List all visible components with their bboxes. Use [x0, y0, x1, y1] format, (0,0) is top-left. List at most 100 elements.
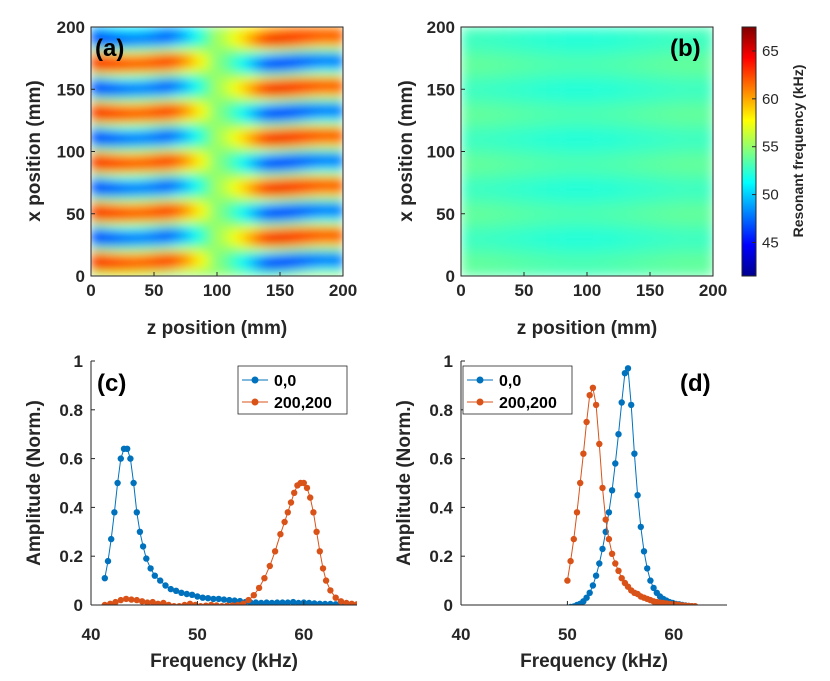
heatmap-a-cell [292, 76, 299, 83]
heatmap-b-cell [576, 161, 583, 168]
heatmap-a-cell [201, 36, 208, 43]
heatmap-b-cell [627, 246, 633, 252]
heatmap-b-cell [516, 86, 523, 93]
heatmap-b-cell [476, 116, 482, 123]
heatmap-a-cell [312, 101, 319, 108]
heatmap-b-cell [657, 71, 664, 78]
heatmap-b-cell [531, 46, 538, 53]
heatmap-b-cell [521, 241, 528, 247]
heatmap-b-cell [556, 191, 563, 197]
heatmap-b-cell [571, 206, 578, 212]
heatmap-b-cell [692, 171, 699, 177]
heatmap-a-cell [116, 226, 122, 232]
heatmap-b-cell [617, 256, 623, 262]
heatmap-b-cell [617, 216, 623, 222]
heatmap-b-cell [541, 31, 548, 38]
heatmap-b-cell [536, 236, 543, 242]
heatmap-a-cell [252, 101, 258, 108]
heatmap-b-cell [546, 186, 553, 192]
heatmap-b-cell [511, 196, 518, 202]
heatmap-a-cell [136, 141, 142, 148]
heatmap-b-cell [581, 121, 588, 128]
heatmap-b-cell [627, 176, 633, 182]
heatmap-a-cell [191, 156, 198, 163]
heatmap-b-cell [491, 51, 497, 58]
heatmap-a-cell [206, 27, 213, 33]
heatmap-a-cell [217, 71, 223, 78]
heatmap-b-cell [576, 191, 583, 197]
heatmap-a-cell [186, 61, 193, 68]
heatmap-b-cell [521, 51, 528, 58]
heatmap-a-cell [186, 36, 193, 43]
heatmap-b-cell [677, 216, 684, 222]
heatmap-a-cell [292, 106, 299, 113]
heatmap-b-cell [576, 246, 583, 252]
heatmap-b-cell [667, 226, 674, 232]
heatmap-a-cell [96, 56, 102, 63]
heatmap-a-cell [206, 76, 213, 83]
heatmap-b-cell [692, 226, 699, 232]
heatmap-a-cell [242, 211, 248, 217]
heatmap-a-cell [176, 166, 183, 173]
heatmap-b-cell [471, 191, 477, 197]
heatmap-a-cell [297, 251, 304, 257]
heatmap-b-cell [587, 111, 593, 118]
heatmap-a-cell [111, 61, 117, 68]
heatmap-a-cell [227, 256, 233, 262]
heatmap-b-cell [702, 236, 709, 242]
heatmap-a-cell [292, 166, 299, 173]
heatmap-a-cell [317, 101, 324, 108]
heatmap-a-cell [166, 201, 173, 207]
heatmap-b-cell [692, 96, 699, 103]
heatmap-b-cell [526, 111, 533, 118]
heatmap-a-cell [242, 71, 248, 78]
heatmap-b-cell [511, 236, 518, 242]
heatmap-a-cell [297, 66, 304, 73]
heatmap-b-cell [697, 111, 704, 118]
heatmap-a-cell [332, 141, 339, 148]
heatmap-a-cell [146, 191, 153, 197]
heatmap-b-cell [546, 201, 553, 207]
heatmap-b-cell [526, 41, 533, 48]
heatmap-a-cell [217, 141, 223, 148]
heatmap-a-cell [206, 56, 213, 63]
heatmap-a-cell [91, 186, 97, 192]
heatmap-b-cell [692, 31, 699, 38]
heatmap-b-cell [677, 156, 684, 163]
heatmap-b-cell [521, 191, 528, 197]
heatmap-a-cell [327, 51, 334, 58]
heatmap-a-cell [242, 46, 248, 53]
heatmap-b-cell [501, 101, 507, 108]
heatmap-a-cell [151, 131, 158, 138]
heatmap-a-cell [252, 241, 258, 247]
heatmap-b-cell [581, 236, 588, 242]
heatmap-b-cell [486, 266, 492, 272]
heatmap-a-cell [302, 176, 309, 182]
heatmap-b-cell [617, 106, 623, 113]
heatmap-a-cell [131, 161, 137, 168]
heatmap-b-cell [541, 166, 548, 173]
heatmap-a-cell [332, 256, 339, 262]
heatmap-a-cell [141, 111, 148, 118]
heatmap-a-cell [247, 231, 253, 237]
heatmap-a-cell [156, 201, 163, 207]
heatmap-a-cell [161, 166, 168, 173]
heatmap-a-cell [151, 191, 158, 197]
heatmap-b-cell [566, 126, 573, 133]
heatmap-a-cell [161, 256, 168, 262]
heatmap-a-cell [121, 151, 127, 158]
heatmap-b-cell [627, 36, 633, 43]
heatmap-b-cell [632, 186, 638, 192]
heatmap-a-cell [201, 251, 208, 257]
heatmap-b-cell [602, 211, 608, 217]
heatmap-b-cell [642, 86, 649, 93]
heatmap-a-cell [116, 256, 122, 262]
heatmap-b-cell [531, 166, 538, 173]
heatmap-b-cell [461, 126, 467, 133]
heatmap-a-cell [151, 61, 158, 68]
heatmap-b-cell [632, 181, 638, 187]
heatmap-a-cell [282, 41, 289, 48]
heatmap-a-cell [272, 246, 279, 252]
heatmap-a-cell [111, 56, 117, 63]
heatmap-b-cell [476, 46, 482, 53]
